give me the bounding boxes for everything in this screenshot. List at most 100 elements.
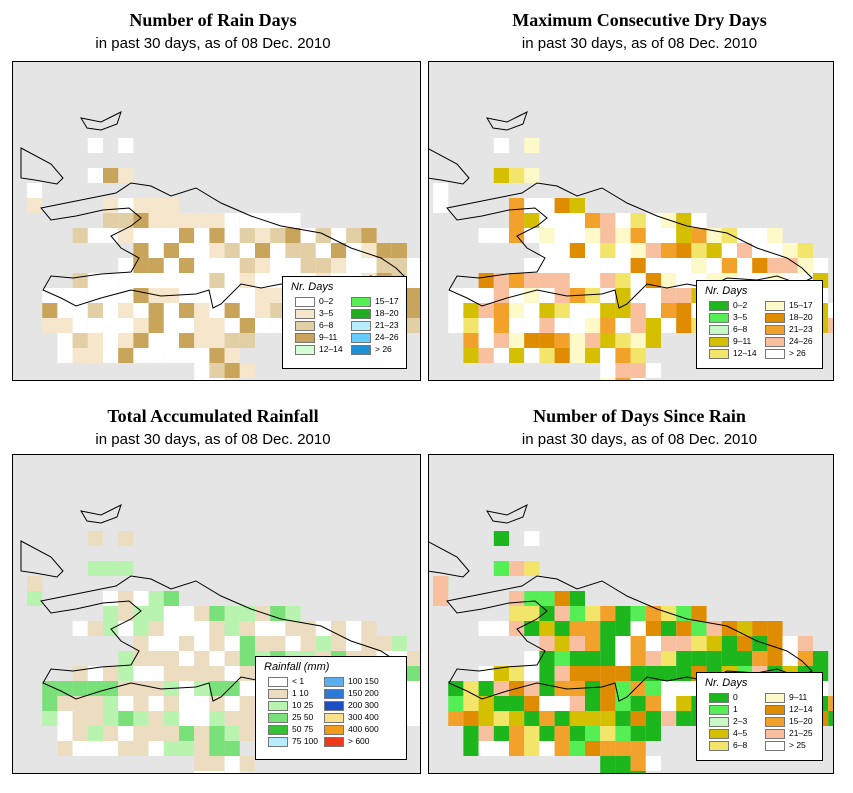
grid-cell — [493, 348, 509, 363]
grid-cell — [346, 228, 362, 243]
grid-cell — [569, 636, 585, 651]
grid-cell — [478, 288, 494, 303]
legend-swatch — [765, 313, 785, 323]
grid-cell — [661, 228, 677, 243]
grid-cell — [600, 606, 616, 621]
grid-cell — [509, 711, 525, 726]
grid-cell — [255, 258, 271, 273]
grid-cell — [585, 711, 601, 726]
grid-cell — [133, 606, 149, 621]
grid-cell — [194, 666, 210, 681]
grid-cell — [209, 771, 225, 773]
grid-cell — [585, 348, 601, 363]
panel-subtitle: in past 30 days, as of 08 Dec. 2010 — [95, 431, 331, 448]
grid-cell — [478, 696, 494, 711]
grid-cell — [361, 228, 377, 243]
grid-cell — [448, 711, 464, 726]
grid-cell — [224, 711, 240, 726]
grid-cell — [554, 303, 570, 318]
grid-cell — [463, 333, 479, 348]
panel-title: Total Accumulated Rainfall — [107, 406, 319, 426]
grid-cell — [270, 636, 286, 651]
grid-cell — [569, 213, 585, 228]
grid-cell — [600, 771, 616, 773]
grid-cell — [600, 756, 616, 771]
grid-cell — [661, 696, 677, 711]
grid-cell — [539, 621, 555, 636]
grid-cell — [539, 243, 555, 258]
grid-cell — [27, 183, 43, 198]
grid-cell — [615, 756, 631, 771]
grid-cell — [239, 258, 255, 273]
grid-cell — [585, 726, 601, 741]
grid-cell — [645, 726, 661, 741]
grid-cell — [270, 213, 286, 228]
grid-cell — [407, 666, 420, 681]
grid-cell — [463, 681, 479, 696]
legend-swatch — [268, 713, 288, 723]
grid-cell — [346, 258, 362, 273]
grid-cell — [27, 591, 43, 606]
grid-cell — [194, 243, 210, 258]
grid-cell — [194, 273, 210, 288]
grid-cell — [478, 621, 494, 636]
grid-cell — [585, 243, 601, 258]
grid-cell — [539, 666, 555, 681]
grid-cell — [433, 183, 449, 198]
grid-cell — [346, 621, 362, 636]
grid-cell — [224, 318, 240, 333]
grid-cell — [209, 711, 225, 726]
grid-cell — [133, 243, 149, 258]
grid-cell — [255, 213, 271, 228]
grid-cell — [767, 621, 783, 636]
legend-swatch — [295, 309, 315, 319]
grid-cell — [285, 213, 301, 228]
grid-cell — [315, 636, 331, 651]
grid-cell — [133, 288, 149, 303]
legend-label: 4–5 — [733, 728, 748, 738]
grid-cell — [270, 621, 286, 636]
grid-cell — [361, 621, 377, 636]
grid-cell — [463, 741, 479, 756]
grid-cell — [407, 681, 420, 696]
legend-swatch — [765, 349, 785, 359]
grid-cell — [255, 621, 271, 636]
island-outline — [40, 182, 407, 309]
grid-cell — [407, 318, 420, 333]
grid-cell — [133, 348, 149, 363]
grid-cell — [645, 621, 661, 636]
grid-cell — [148, 621, 164, 636]
grid-cell — [539, 711, 555, 726]
grid-cell — [194, 741, 210, 756]
legend-swatch — [351, 345, 371, 355]
grid-cell — [691, 243, 707, 258]
grid-cell — [87, 726, 103, 741]
grid-cell — [179, 711, 195, 726]
grid-cell — [493, 711, 509, 726]
grid-cell — [797, 243, 813, 258]
grid-cell — [376, 636, 392, 651]
grid-cell — [493, 288, 509, 303]
grid-cell — [539, 696, 555, 711]
grid-cell — [148, 198, 164, 213]
grid-cell — [163, 621, 179, 636]
panel-title: Number of Days Since Rain — [533, 406, 746, 426]
grid-cell — [645, 303, 661, 318]
grid-cell — [209, 378, 225, 380]
coastline — [429, 111, 813, 309]
grid-cell — [239, 228, 255, 243]
grid-cell — [148, 303, 164, 318]
grid-cell — [676, 681, 692, 696]
grid-cell — [782, 258, 798, 273]
grid-cell — [676, 318, 692, 333]
grid-cell — [179, 228, 195, 243]
grid-cell — [554, 711, 570, 726]
grid-cell — [645, 711, 661, 726]
grid-cell — [585, 228, 601, 243]
grid-cell — [103, 273, 119, 288]
grid-cell — [554, 636, 570, 651]
grid-cell — [239, 213, 255, 228]
legend-swatch — [765, 729, 785, 739]
grid-cell — [615, 228, 631, 243]
grid-cell — [600, 741, 616, 756]
